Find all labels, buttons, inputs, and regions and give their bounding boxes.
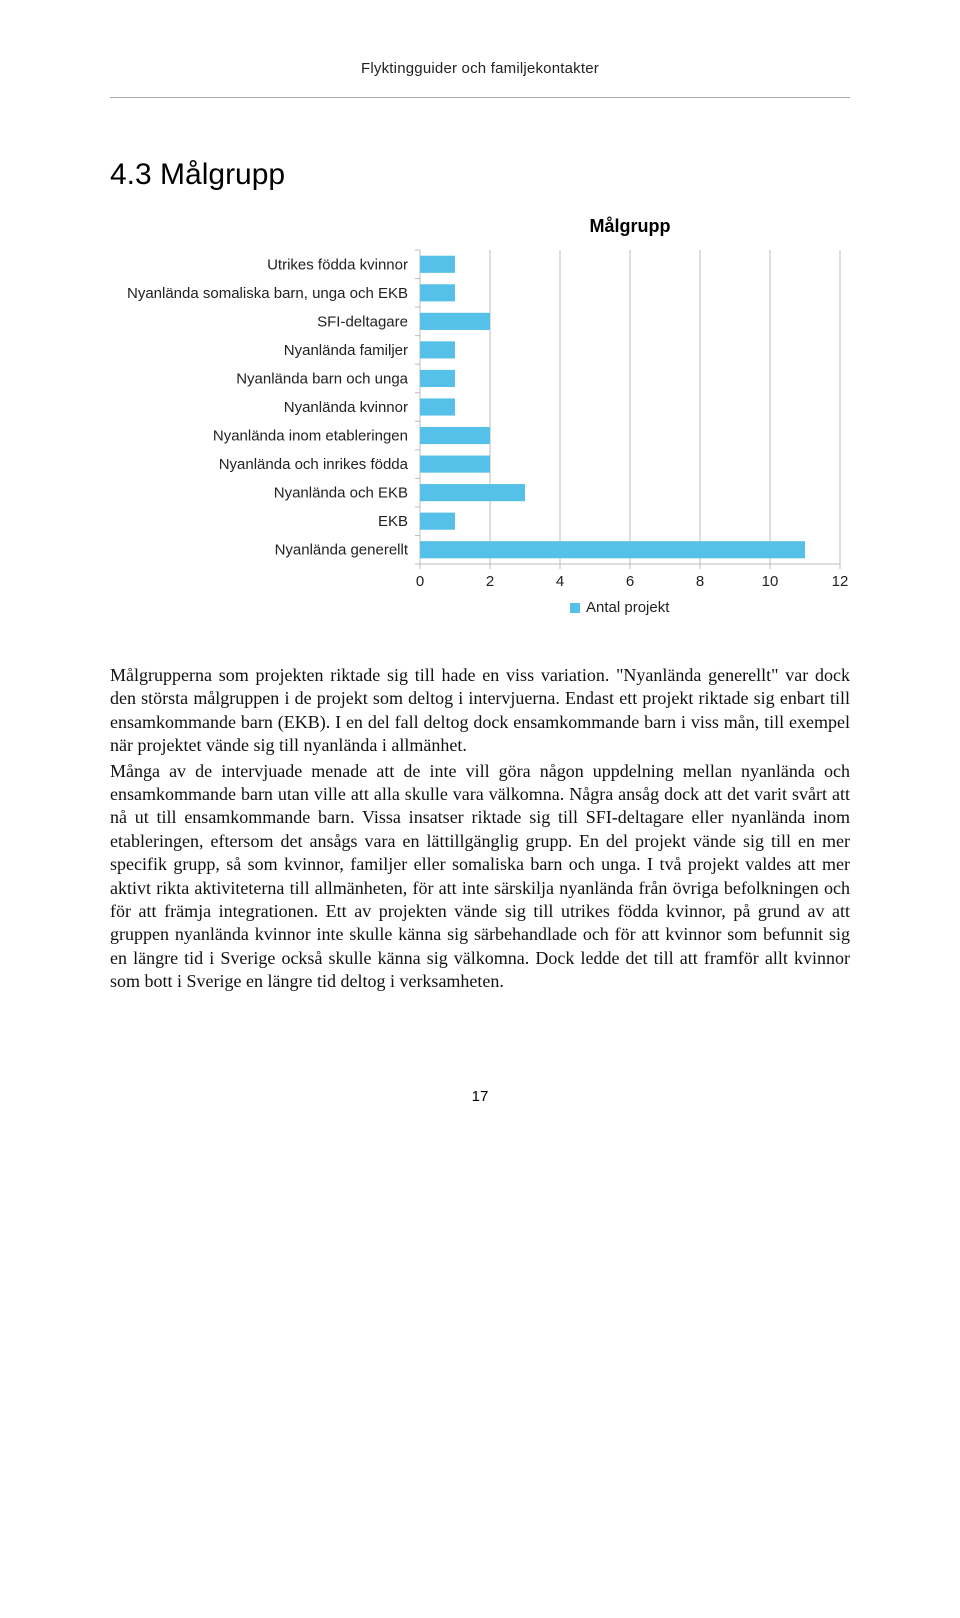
category-label: Nyanlända inom etableringen [213,428,408,445]
x-tick-label: 2 [486,573,494,590]
section-heading: 4.3 Målgrupp [110,158,850,192]
bar [420,341,455,358]
bar [420,370,455,387]
header-rule [110,97,850,98]
category-label: Nyanlända familjer [284,342,408,359]
x-tick-label: 6 [626,573,634,590]
running-head: Flyktingguider och familjekontakter [110,60,850,77]
category-label: Nyanlända och inrikes födda [219,456,409,473]
x-tick-label: 0 [416,573,424,590]
bar [420,427,490,444]
bar [420,456,490,473]
category-label: SFI-deltagare [317,313,408,330]
x-tick-label: 10 [762,573,779,590]
x-tick-label: 4 [556,573,564,590]
bar-chart-svg: Målgrupp 0 2 4 6 8 10 12 Utrikes födda kvinnor Ny… [110,214,850,634]
x-tick-label: 12 [832,573,849,590]
category-label: Nyanlända barn och unga [236,370,408,387]
malgrupp-chart: Målgrupp 0 2 4 6 8 10 12 Utrikes födda kvinnor Ny… [110,214,850,634]
page-number: 17 [110,1088,850,1105]
bar [420,256,455,273]
body-paragraph: Många av de intervjuade menade att de in… [110,760,850,994]
body-paragraph: Målgrupperna som projekten riktade sig t… [110,664,850,758]
legend-label: Antal projekt [586,599,670,616]
x-tick-label: 8 [696,573,704,590]
legend-marker [570,603,580,613]
bar [420,541,805,558]
category-label: Nyanlända somaliska barn, unga och EKB [127,285,408,302]
category-label: Utrikes födda kvinnor [267,256,408,273]
bar [420,513,455,530]
category-label: Nyanlända och EKB [274,485,408,502]
chart-title: Målgrupp [590,216,671,236]
bar [420,284,455,301]
bar [420,313,490,330]
category-label: Nyanlända kvinnor [284,399,408,416]
category-label: Nyanlända generellt [275,542,409,559]
bar [420,398,455,415]
bar [420,484,525,501]
category-label: EKB [378,513,408,530]
